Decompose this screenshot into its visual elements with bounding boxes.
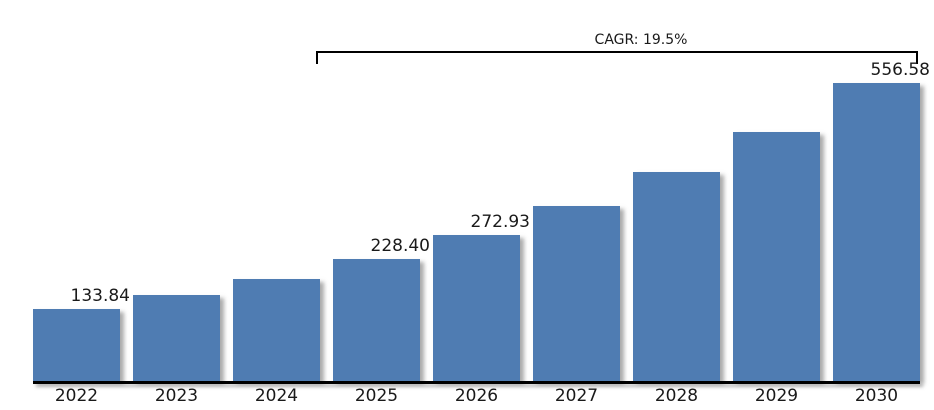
x-tick-label-2024: 2024: [254, 386, 299, 406]
bar-2023: [133, 295, 220, 381]
bar-2025: [333, 259, 420, 381]
bar-2026: [433, 235, 520, 381]
x-tick-label-2029: 2029: [754, 386, 799, 406]
value-label-2025: 228.40: [370, 236, 430, 256]
x-tick-label-2030: 2030: [854, 386, 899, 406]
value-label-2030: 556.58: [870, 60, 930, 80]
value-label-2022: 133.84: [70, 286, 130, 306]
value-label-2026: 272.93: [470, 212, 530, 232]
x-tick-label-2023: 2023: [154, 386, 199, 406]
x-axis-line: [33, 381, 920, 384]
bar-2030: [833, 83, 920, 381]
x-tick-label-2026: 2026: [454, 386, 499, 406]
cagr-bracket: [316, 51, 918, 64]
x-tick-label-2022: 2022: [54, 386, 99, 406]
bar-2027: [533, 206, 620, 381]
x-tick-label-2025: 2025: [354, 386, 399, 406]
x-tick-label-2027: 2027: [554, 386, 599, 406]
bar-2029: [733, 132, 820, 381]
bar-2028: [633, 172, 720, 381]
cagr-annotation-label: CAGR: 19.5%: [594, 32, 688, 48]
bar-2022: [33, 309, 120, 381]
bar-2024: [233, 279, 320, 381]
x-tick-label-2028: 2028: [654, 386, 699, 406]
